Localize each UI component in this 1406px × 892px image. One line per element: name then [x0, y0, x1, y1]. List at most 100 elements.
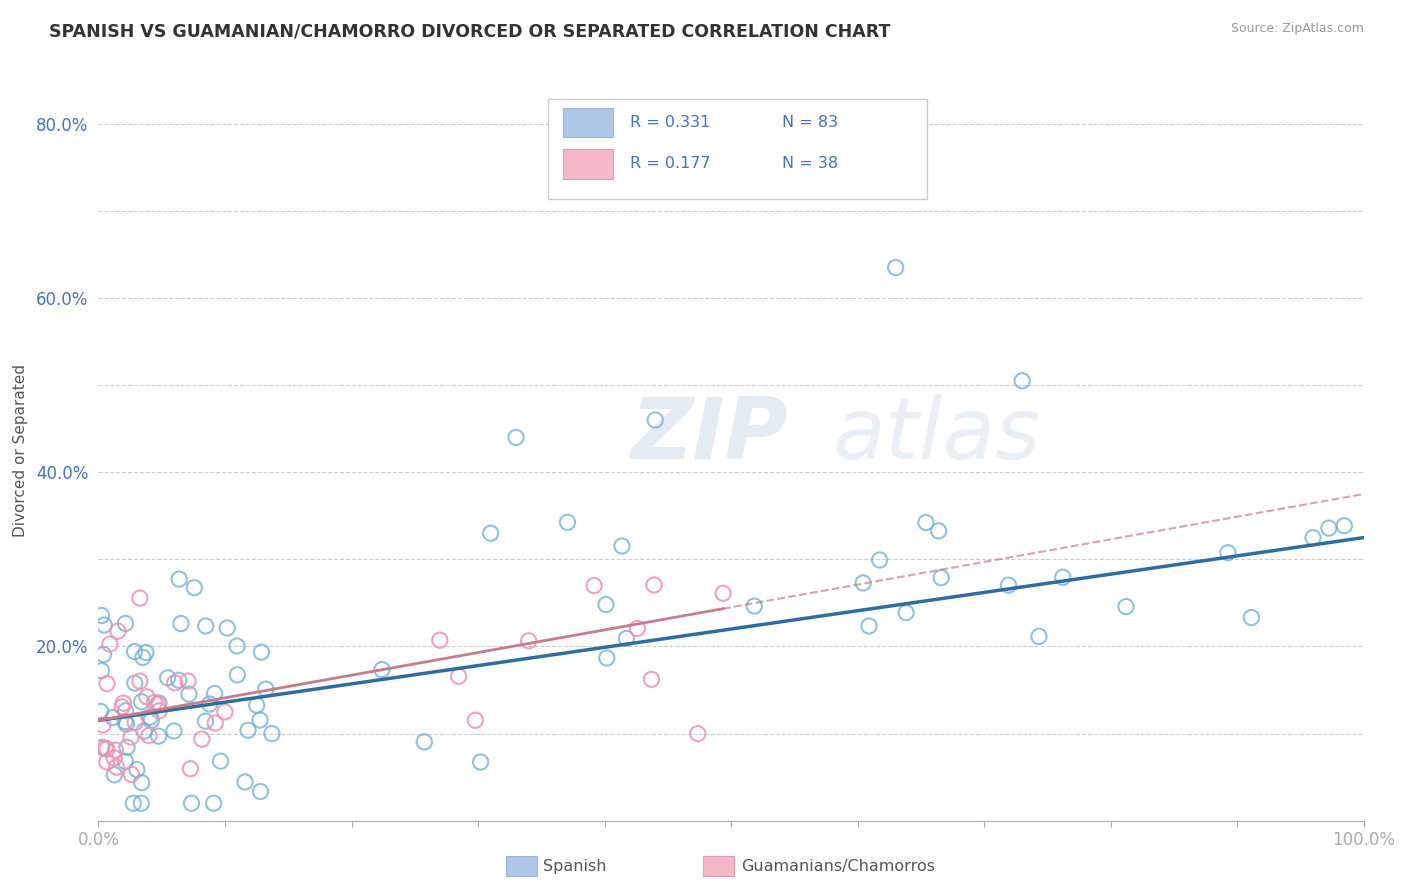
Point — [107, 624, 129, 639]
Point — [112, 696, 135, 710]
Point — [148, 729, 170, 743]
Bar — [562, 108, 613, 137]
Point — [250, 645, 273, 659]
Point — [170, 616, 193, 631]
Point — [94, 741, 117, 756]
Point — [167, 572, 190, 586]
Point — [120, 730, 142, 744]
Point — [96, 755, 118, 769]
Point — [129, 796, 152, 810]
Text: Spanish: Spanish — [543, 859, 606, 873]
Point — [742, 599, 765, 613]
Point — [96, 742, 118, 756]
Point — [202, 796, 225, 810]
Point — [1052, 570, 1074, 584]
Point — [111, 700, 134, 714]
Point — [131, 775, 153, 789]
Bar — [562, 149, 613, 178]
Point — [183, 581, 205, 595]
Point — [479, 526, 502, 541]
Point — [124, 644, 146, 658]
Point — [194, 619, 217, 633]
Point — [928, 524, 950, 538]
Point — [858, 619, 880, 633]
Point — [233, 775, 256, 789]
Point — [141, 714, 163, 728]
Point — [209, 754, 232, 768]
Y-axis label: Divorced or Separated: Divorced or Separated — [13, 364, 28, 537]
Point — [1115, 599, 1137, 614]
Text: N = 83: N = 83 — [782, 115, 838, 130]
Text: ZIP: ZIP — [630, 394, 787, 477]
Point — [96, 676, 118, 690]
Point — [138, 729, 160, 743]
Point — [114, 616, 136, 631]
Point — [180, 796, 202, 810]
Text: N = 38: N = 38 — [782, 156, 838, 171]
Point — [1028, 629, 1050, 643]
Point — [114, 754, 136, 768]
Point — [470, 755, 492, 769]
Point — [1240, 610, 1263, 624]
Point — [226, 668, 249, 682]
Point — [204, 716, 226, 731]
Point — [194, 714, 217, 728]
Point — [125, 763, 148, 777]
Point — [90, 705, 112, 719]
Point — [1317, 521, 1340, 535]
Point — [115, 717, 138, 731]
Point — [643, 578, 665, 592]
Point — [447, 669, 470, 683]
Point — [177, 674, 200, 689]
Point — [640, 673, 662, 687]
Text: Guamanians/Chamorros: Guamanians/Chamorros — [741, 859, 935, 873]
Point — [869, 553, 891, 567]
Text: R = 0.177: R = 0.177 — [630, 156, 710, 171]
Point — [93, 618, 115, 632]
Point — [596, 651, 619, 665]
Point — [156, 671, 179, 685]
Point — [90, 740, 112, 755]
Point — [217, 621, 239, 635]
Text: R = 0.331: R = 0.331 — [630, 115, 710, 130]
Point — [104, 743, 127, 757]
Text: SPANISH VS GUAMANIAN/CHAMORRO DIVORCED OR SEPARATED CORRELATION CHART: SPANISH VS GUAMANIAN/CHAMORRO DIVORCED O… — [49, 22, 890, 40]
Point — [626, 621, 648, 635]
Point — [260, 726, 283, 740]
Point — [148, 704, 170, 718]
Point — [135, 646, 157, 660]
Point — [249, 713, 271, 727]
Point — [191, 732, 214, 747]
Point — [997, 578, 1019, 592]
Point — [124, 676, 146, 690]
Point — [894, 606, 917, 620]
Point — [1302, 531, 1324, 545]
Point — [146, 698, 169, 712]
Point — [143, 696, 166, 710]
Point — [711, 586, 734, 600]
Point — [148, 696, 170, 710]
Point — [90, 608, 112, 623]
Point — [135, 690, 157, 704]
Point — [132, 650, 155, 665]
Point — [90, 664, 112, 678]
Point — [131, 695, 153, 709]
Point — [124, 715, 146, 730]
Point — [884, 260, 907, 275]
Point — [177, 687, 200, 701]
Point — [114, 714, 136, 729]
Point — [686, 726, 709, 740]
Point — [101, 710, 124, 724]
Point — [91, 718, 114, 732]
Point — [139, 710, 162, 724]
Point — [129, 591, 152, 606]
Point — [429, 633, 451, 648]
Point — [115, 740, 138, 755]
Point — [120, 767, 142, 781]
Point — [204, 686, 226, 700]
Point — [128, 674, 150, 689]
Point — [413, 735, 436, 749]
Point — [103, 768, 125, 782]
Point — [167, 673, 190, 688]
Point — [1216, 546, 1239, 560]
